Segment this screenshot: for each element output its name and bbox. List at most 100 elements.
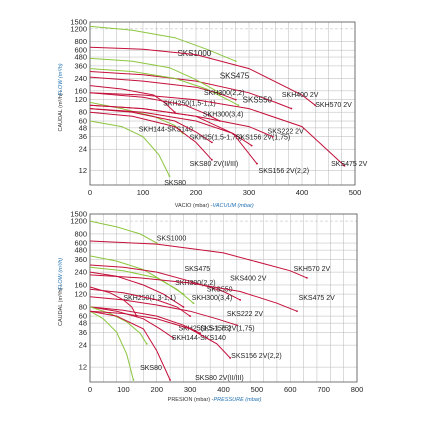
series-end-point [239,298,242,301]
series-label: SKH144-SKS140 [172,335,226,342]
x-axis-title: VACIO (mbar) - [175,203,213,209]
y-tick-label: 1500 [70,210,87,219]
series-label: SKS156 2V(2,2) [259,168,310,175]
x-tick-label: 300 [243,188,256,197]
plot-frame [89,21,356,186]
y-tick-label: 48 [79,319,87,328]
series-label: SKS475 [184,266,210,273]
series-line-sks475-2v [89,92,345,167]
series-line-sks156-2v-2-2- [89,104,258,165]
y-tick-label: 80 [79,108,87,117]
series-line-sks475 [89,255,184,295]
series-end-point [343,164,346,167]
series-line-skh300-2-2- [89,271,184,308]
series-end-point [173,111,176,114]
plot-frame [89,213,358,383]
y-tick-label: 24 [79,145,87,154]
series-end-point [271,135,274,138]
series-label: SKH250(1,5-1,1) [163,100,216,107]
x-tick-label: 500 [349,188,362,197]
x-tick-label: 0 [88,188,92,197]
series-end-point [290,107,293,110]
x-axis-title-en: PRESSURE (mbar) [214,397,262,403]
chart-panel-1: 1500120080060048036024016012080604836241… [58,18,368,210]
series-label: SKS156 2V(1,75) [200,326,254,333]
series-end-point [250,144,253,147]
series-end-point [168,175,171,178]
x-tick-label: 800 [351,385,364,394]
y-tick-label: 600 [74,46,87,55]
x-axis-title-en: VACUUM (mbar) [213,203,254,209]
series-label: SKS222 2V [227,311,264,318]
series-label: SKS475 2V [299,295,336,302]
y-tick-label: 160 [74,280,87,289]
x-axis-title: PRESION (mbar) - [168,397,214,403]
series-label: SKS400 2V [230,275,267,282]
series-end-point [192,302,195,305]
y-tick-label: 1500 [70,18,87,27]
x-tick-label: 100 [117,385,130,394]
series-end-point [172,337,175,339]
series-line-sks156-2v-1-75- [89,306,201,334]
series-end-point [189,315,192,317]
y-tick-label: 360 [74,255,87,264]
series-line-skh144-sks140 [89,306,148,345]
series-line-sks80-2v-ii-iii- [89,111,213,161]
series-line-skh300-2-2- [89,76,236,101]
x-tick-label: 100 [137,188,150,197]
series-label: SKS550 [243,95,273,104]
series-label: SKH25(1,5-1,75) [190,134,243,141]
series-line-sks1000 [89,25,236,62]
y-tick-label: 160 [74,86,87,95]
series-line-sks80 [89,310,134,381]
series-label: SKS156 2V(1,75) [236,134,290,141]
series-end-point [296,310,298,313]
series-line-sks475 [89,57,221,94]
x-tick-label: 200 [150,385,163,394]
series-label: SKS80 [164,180,186,187]
series-label: SKH144-SKS140 [139,126,193,133]
series-line-sks400-2v [89,264,241,301]
series-label: SKS222 2V [268,129,305,136]
series-end-point [132,379,135,381]
series-end-point [237,104,240,107]
series-end-point [145,342,148,345]
series-end-point [169,379,172,381]
series-end-point [314,104,317,107]
series-label: SKH300(2,2) [204,90,244,97]
series-end-point [211,141,213,144]
series-end-point [199,332,202,335]
series-line-skh400-2v [89,71,292,110]
x-tick-label: 400 [296,188,309,197]
y-tick-label: 240 [74,74,87,83]
y-tick-label: 36 [79,328,87,337]
series-end-point [235,324,238,327]
y-tick-label: 1200 [70,24,87,33]
y-tick-label: 48 [79,123,87,132]
y-tick-label: 36 [79,132,87,141]
y-tick-label: 60 [79,117,87,126]
y-tick-label: 800 [74,229,87,238]
series-label: SKH300(3,4) [203,111,243,118]
y-tick-label: 120 [74,95,87,104]
series-label: SKH570 2V [294,266,331,273]
series-label: SKH25(1,5-1,75) [178,326,231,333]
series-label: SKH570 2V [315,102,352,109]
y-tick-label: 24 [79,341,87,350]
series-end-point [155,242,158,244]
series-label: SKS80 [140,365,162,372]
x-tick-label: 200 [190,188,203,197]
y-tick-label: 12 [79,363,87,372]
y-axis-title-en: FLOW (m³/h) [58,63,64,95]
x-tick-label: 300 [184,385,197,394]
series-line-sks156-2v-2-2- [89,310,231,359]
series-line-skh25-1-5-1-75- [89,306,174,339]
series-label: SKS550 [207,287,233,294]
series-line-skh250-1-5-1-1- [89,85,176,113]
series-label: SKS475 2V [331,161,368,168]
y-axis-title: CAUDAL (m³/h) - [58,90,64,132]
y-tick-label: 120 [74,290,87,299]
y-tick-label: 240 [74,268,87,277]
